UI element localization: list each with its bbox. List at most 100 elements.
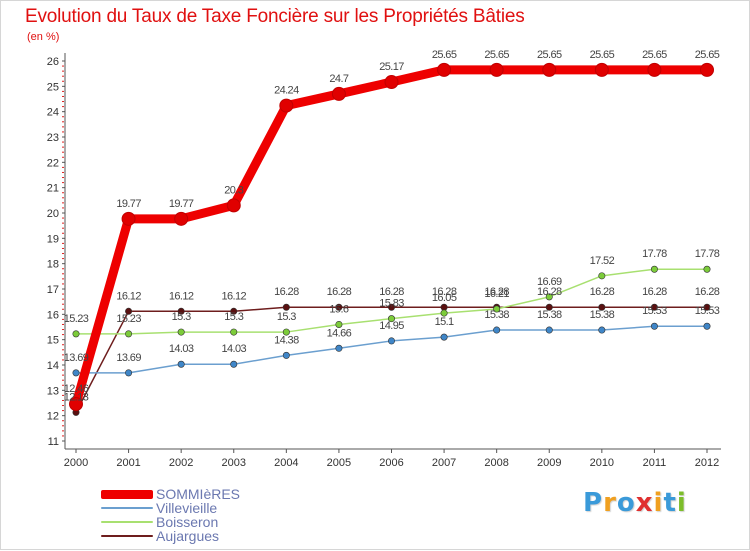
x-tick-label: 2006 xyxy=(379,457,403,469)
data-point xyxy=(545,326,553,334)
logo-letter: i xyxy=(653,488,664,518)
data-label: 13.69 xyxy=(116,352,141,364)
data-point xyxy=(335,344,343,352)
y-tick-label: 19 xyxy=(47,233,59,245)
legend-swatch xyxy=(101,507,153,509)
data-point xyxy=(440,309,448,317)
legend-label: Boisseron xyxy=(156,514,219,530)
data-label: 15.23 xyxy=(116,313,141,325)
logo-letter: i xyxy=(676,488,687,518)
legend-label: Aujargues xyxy=(156,528,220,544)
data-point xyxy=(177,307,185,315)
data-label: 16.28 xyxy=(695,286,720,298)
data-label: 16.05 xyxy=(432,292,457,304)
data-label: 16.12 xyxy=(116,290,141,302)
data-label: 17.52 xyxy=(590,255,615,267)
data-point xyxy=(647,62,662,77)
x-tick-label: 2007 xyxy=(432,457,456,469)
data-label: 15.38 xyxy=(484,309,509,321)
data-label: 15.38 xyxy=(590,309,615,321)
data-point xyxy=(440,303,448,311)
data-label: 19.77 xyxy=(116,198,141,210)
data-point xyxy=(72,330,80,338)
data-point xyxy=(437,62,452,77)
legend-label: SOMMIèRES xyxy=(156,486,241,502)
data-label: 25.65 xyxy=(432,49,457,61)
data-point xyxy=(545,303,553,311)
data-point xyxy=(230,328,238,336)
data-point xyxy=(650,322,658,330)
data-label: 12.46 xyxy=(64,383,89,395)
legend-item: Boisseron xyxy=(101,514,361,530)
data-point xyxy=(230,360,238,368)
x-tick-label: 2000 xyxy=(64,457,88,469)
data-point xyxy=(69,397,83,412)
legend-item: SOMMIèRES xyxy=(101,486,361,502)
y-unit-label: (en %) xyxy=(27,31,60,43)
legend: SOMMIèRES Villevieille Boisseron Aujargues xyxy=(101,486,361,544)
data-label: 16.28 xyxy=(537,286,562,298)
data-label: 16.28 xyxy=(432,286,457,298)
x-tick-label: 2010 xyxy=(590,457,614,469)
data-label: 16.12 xyxy=(221,290,246,302)
data-point xyxy=(387,303,395,311)
data-label: 16.12 xyxy=(169,290,194,302)
x-tick-label: 2001 xyxy=(116,457,140,469)
y-tick-label: 11 xyxy=(48,436,59,448)
data-label: 15.1 xyxy=(435,316,454,328)
y-tick-label: 22 xyxy=(47,157,59,169)
x-tick-label: 2005 xyxy=(327,457,351,469)
y-tick-label: 13 xyxy=(47,385,59,397)
data-point xyxy=(700,62,714,77)
data-label: 16.28 xyxy=(484,286,509,298)
x-tick-label: 2003 xyxy=(222,457,246,469)
data-point xyxy=(440,333,448,341)
data-label: 16.28 xyxy=(274,286,299,298)
data-label: 25.65 xyxy=(590,49,615,61)
data-label: 17.78 xyxy=(695,248,720,260)
data-point xyxy=(121,211,136,226)
data-label: 13.69 xyxy=(64,352,89,364)
data-label: 15.53 xyxy=(695,305,720,317)
data-label: 14.03 xyxy=(221,343,246,355)
data-label: 19.77 xyxy=(169,198,194,210)
legend-swatch xyxy=(101,521,153,523)
data-label: 25.65 xyxy=(695,49,720,61)
data-point xyxy=(177,328,185,336)
y-tick-label: 18 xyxy=(47,259,59,271)
data-label: 14.95 xyxy=(379,320,404,332)
logo-letter: o xyxy=(616,488,636,518)
chart-title: Evolution du Taux de Taxe Foncière sur l… xyxy=(25,6,525,27)
legend-item: Villevieille xyxy=(101,500,361,516)
data-point xyxy=(335,303,343,311)
x-tick-label: 2012 xyxy=(695,457,719,469)
data-label: 15.83 xyxy=(379,298,404,310)
data-point xyxy=(650,265,658,273)
data-point xyxy=(598,303,606,311)
y-tick-label: 12 xyxy=(47,411,59,423)
y-tick-label: 20 xyxy=(47,208,59,220)
data-point xyxy=(493,326,501,334)
x-tick-label: 2004 xyxy=(274,457,298,469)
data-label: 15.6 xyxy=(329,303,348,315)
legend-swatch xyxy=(101,489,153,499)
data-point xyxy=(598,272,606,280)
y-tick-label: 26 xyxy=(47,56,59,68)
data-label: 25.65 xyxy=(537,49,562,61)
data-point xyxy=(72,369,80,377)
y-tick-label: 24 xyxy=(47,107,59,119)
data-point xyxy=(282,303,290,311)
data-label: 15.53 xyxy=(642,305,667,317)
data-label: 15.38 xyxy=(537,309,562,321)
data-point xyxy=(650,303,658,311)
data-label: 24.24 xyxy=(274,85,299,97)
data-point xyxy=(177,360,185,368)
data-label: 15.3 xyxy=(224,311,243,323)
x-tick-label: 2002 xyxy=(169,457,193,469)
data-point xyxy=(174,211,189,226)
data-label: 25.65 xyxy=(642,49,667,61)
data-point xyxy=(282,351,290,359)
data-label: 14.38 xyxy=(274,334,299,346)
y-tick-label: 25 xyxy=(47,81,59,93)
